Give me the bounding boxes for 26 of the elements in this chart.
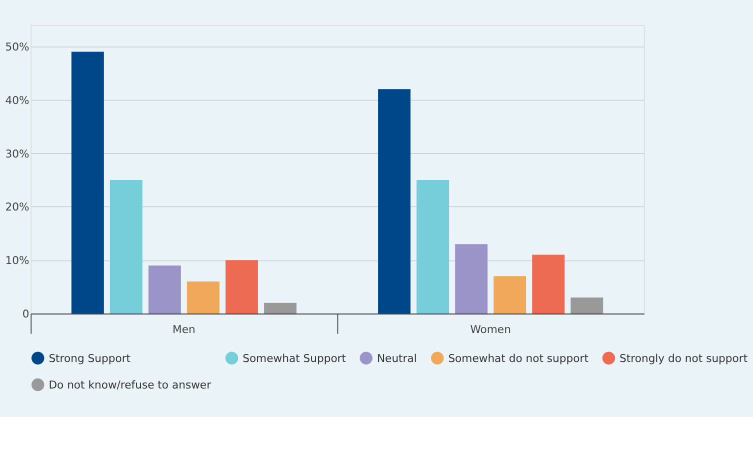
- bar: [110, 180, 142, 314]
- x-tick-label: Men: [172, 322, 196, 336]
- y-tick-label: 0: [22, 308, 30, 321]
- y-tick-label: 50%: [5, 40, 30, 54]
- legend-label: Somewhat Support: [242, 352, 346, 365]
- bar: [148, 265, 181, 314]
- legend-label: Somewhat do not support: [448, 352, 588, 365]
- y-tick-label: 30%: [5, 147, 30, 160]
- bar: [570, 298, 604, 314]
- bar: [226, 260, 258, 314]
- bar: [455, 244, 488, 314]
- y-tick-label: 40%: [5, 94, 30, 107]
- legend-label: Do not know/refuse to answer: [48, 378, 212, 392]
- legend-label: Neutral: [376, 352, 417, 365]
- bar: [378, 89, 411, 314]
- y-tick-label: 10%: [5, 254, 30, 268]
- legend-label: Strong Support: [48, 352, 131, 365]
- bar: [416, 180, 450, 314]
- bar: [186, 281, 220, 314]
- bar: [532, 254, 565, 314]
- bar: [264, 302, 296, 314]
- legend-label: Strongly do not support: [620, 352, 748, 365]
- bar: [494, 276, 526, 314]
- y-tick-label: 20%: [5, 200, 30, 214]
- x-tick-label: Women: [470, 322, 511, 336]
- bar: [71, 52, 104, 314]
